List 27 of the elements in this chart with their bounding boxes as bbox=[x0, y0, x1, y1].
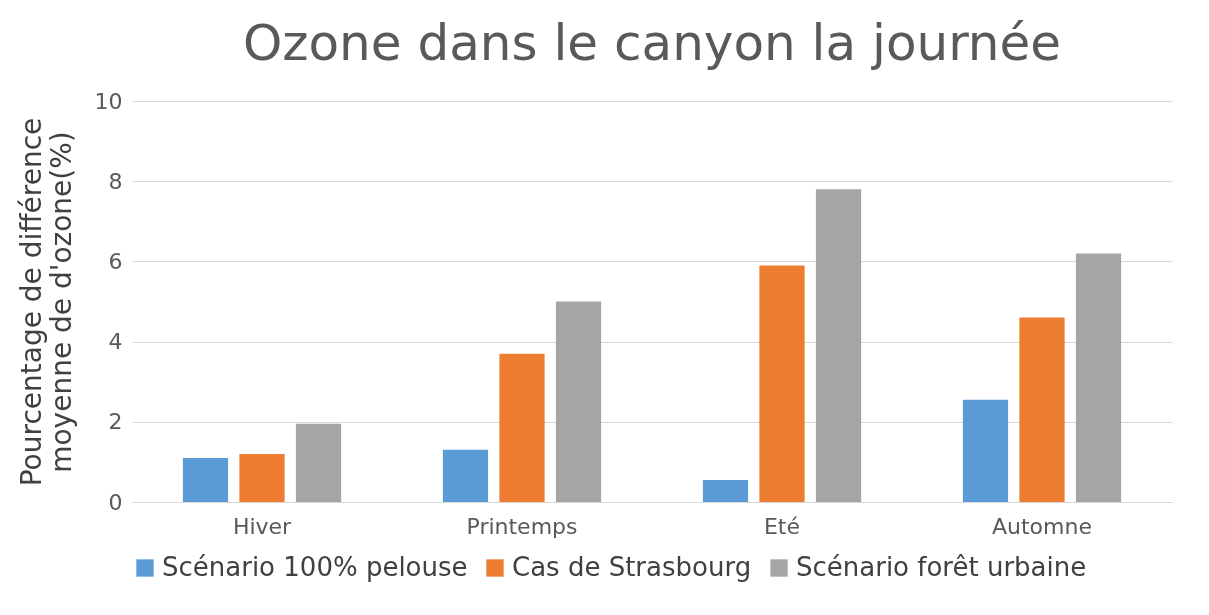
bar bbox=[499, 353, 545, 502]
bar bbox=[442, 449, 489, 502]
y-tick-label: 6 bbox=[108, 248, 123, 274]
bar bbox=[295, 423, 342, 502]
x-tick-label: Eté bbox=[763, 513, 801, 539]
bar bbox=[962, 399, 1009, 502]
bar bbox=[702, 479, 749, 502]
y-tick-label: 0 bbox=[108, 489, 123, 515]
y-tick-label: 8 bbox=[108, 168, 123, 194]
y-axis-title: Pourcentage de différence moyenne de d'ozone(%) bbox=[14, 117, 78, 487]
bar bbox=[182, 457, 229, 502]
y-tick-label: 2 bbox=[108, 409, 123, 435]
bar bbox=[815, 189, 862, 502]
bar bbox=[759, 265, 805, 502]
legend-label: Scénario 100% pelouse bbox=[162, 552, 468, 582]
legend-label: Cas de Strasbourg bbox=[512, 552, 752, 582]
x-tick-label: Automne bbox=[992, 513, 1092, 539]
bar bbox=[555, 301, 602, 502]
y-tick-label: 10 bbox=[94, 88, 123, 114]
chart-title: Ozone dans le canyon la journée bbox=[242, 14, 1062, 72]
bar bbox=[239, 453, 285, 502]
bar bbox=[1019, 317, 1065, 502]
legend-label: Scénario forêt urbaine bbox=[796, 552, 1087, 582]
y-tick-label: 4 bbox=[108, 329, 123, 355]
bar bbox=[1075, 253, 1122, 502]
x-tick-label: Hiver bbox=[232, 513, 293, 539]
x-tick-label: Printemps bbox=[466, 513, 578, 539]
